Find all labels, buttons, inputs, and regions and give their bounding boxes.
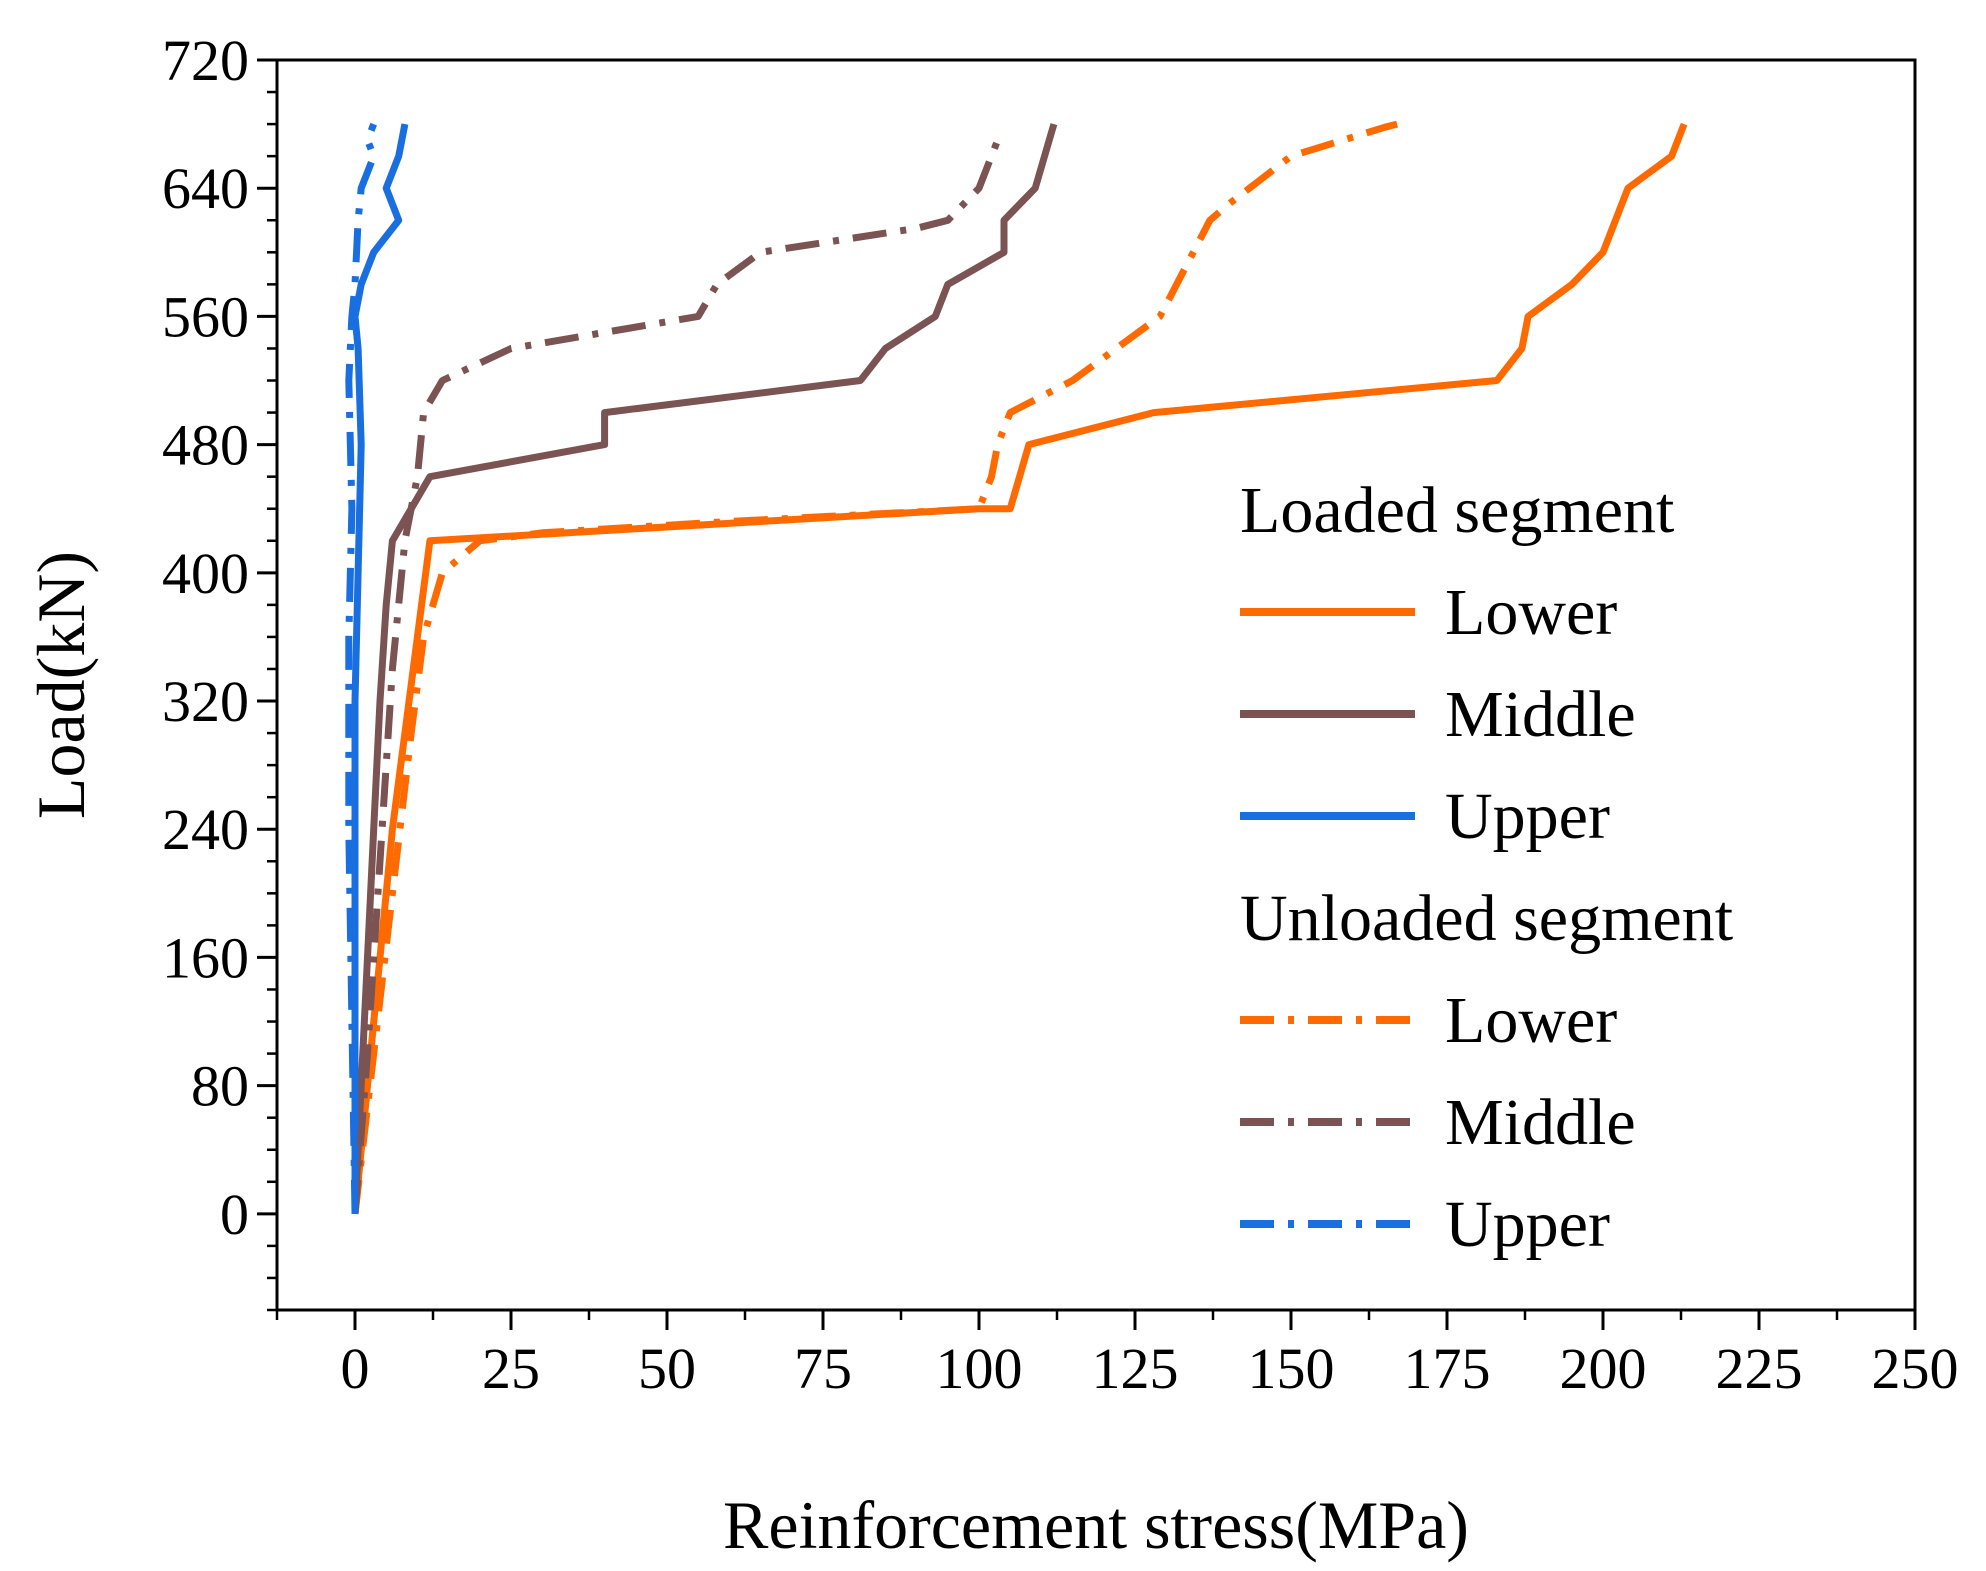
plot-frame xyxy=(275,58,1917,1312)
x-tick-label: 50 xyxy=(638,1336,696,1401)
x-tick-label: 150 xyxy=(1248,1336,1335,1401)
y-tick-label: 320 xyxy=(162,669,249,734)
y-tick-label: 80 xyxy=(191,1054,249,1119)
series-line-5 xyxy=(345,122,378,1214)
y-tick-label: 480 xyxy=(162,413,249,478)
x-tick-label: 175 xyxy=(1404,1336,1491,1401)
x-tick-label: 225 xyxy=(1716,1336,1803,1401)
legend-entry-label: Middle xyxy=(1445,678,1636,751)
x-tick-label: 125 xyxy=(1092,1336,1179,1401)
y-tick-label: 720 xyxy=(162,28,249,93)
axis-ticks xyxy=(257,58,1917,1330)
x-tick-label: 25 xyxy=(482,1336,540,1401)
y-tick-label: 560 xyxy=(162,284,249,349)
y-tick-labels: 0 80 160 240 320 400 480 560 640 720 xyxy=(162,28,249,1247)
x-tick-label: 75 xyxy=(794,1336,852,1401)
legend-group-title: Unloaded segment xyxy=(1240,882,1733,955)
x-tick-labels: 0 25 50 75 100 125 150 175 200 225 250 xyxy=(341,1336,1959,1401)
series-line-0 xyxy=(351,122,1688,1215)
legend: Loaded segment Lower Middle Upper Unloaded s… xyxy=(1240,474,1733,1261)
y-tick-label: 400 xyxy=(162,541,249,606)
series-line-4 xyxy=(351,138,1001,1215)
x-tick-label: 200 xyxy=(1560,1336,1647,1401)
x-axis-title: Reinforcement stress(MPa) xyxy=(723,1487,1469,1563)
legend-entry-label: Middle xyxy=(1445,1086,1636,1159)
y-tick-label: 0 xyxy=(220,1182,249,1247)
y-axis-title: Load(kN) xyxy=(23,551,99,819)
x-tick-label: 0 xyxy=(341,1336,370,1401)
x-tick-label: 100 xyxy=(936,1336,1023,1401)
x-tick-label: 250 xyxy=(1872,1336,1959,1401)
series-line-1 xyxy=(351,123,1058,1214)
legend-group-title: Loaded segment xyxy=(1240,474,1674,547)
legend-entry-label: Lower xyxy=(1445,576,1617,649)
y-tick-label: 160 xyxy=(162,925,249,990)
series-layer xyxy=(345,120,1688,1215)
y-tick-label: 240 xyxy=(162,797,249,862)
legend-entry-label: Lower xyxy=(1445,984,1617,1057)
legend-entry-label: Upper xyxy=(1445,780,1610,853)
legend-entry-label: Upper xyxy=(1445,1188,1610,1261)
series-line-3 xyxy=(351,120,1398,1215)
y-tick-label: 640 xyxy=(162,156,249,221)
